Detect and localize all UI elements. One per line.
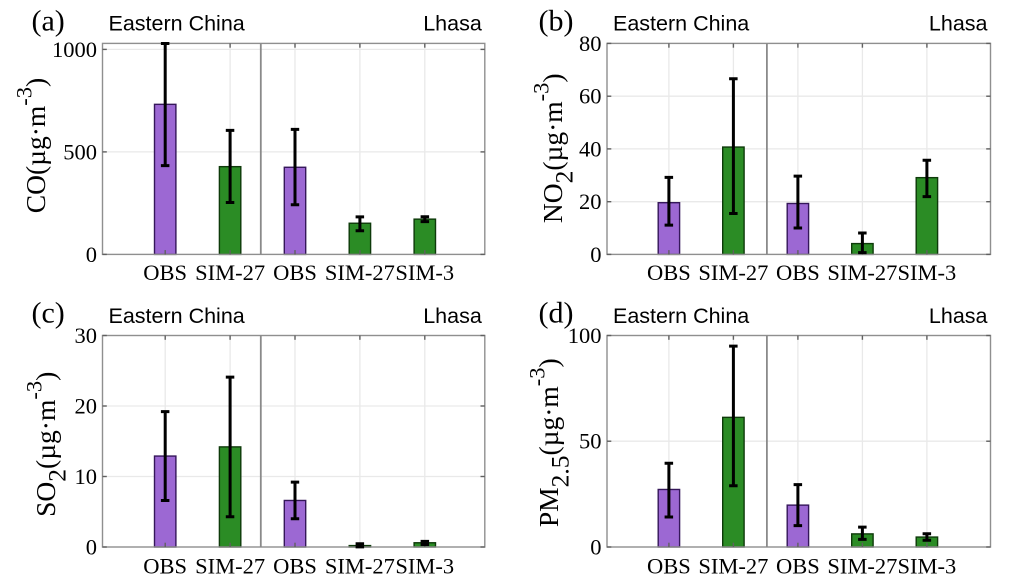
svg-text:30: 30 xyxy=(75,323,98,348)
svg-text:PM2.5​(µg·m-3​): PM2.5​(µg·m-3​) xyxy=(525,358,575,527)
svg-text:CO(µg·m-3​): CO(µg·m-3​) xyxy=(11,78,51,213)
svg-text:SIM-27: SIM-27 xyxy=(195,260,265,285)
svg-text:20: 20 xyxy=(579,189,602,214)
svg-text:50: 50 xyxy=(579,429,602,454)
svg-text:(c): (c) xyxy=(32,297,65,330)
svg-text:OBS: OBS xyxy=(143,260,187,285)
svg-text:OBS: OBS xyxy=(647,260,691,285)
svg-text:40: 40 xyxy=(579,136,602,161)
svg-text:SIM-3: SIM-3 xyxy=(898,260,957,285)
svg-text:Eastern China: Eastern China xyxy=(109,304,245,328)
svg-text:(a): (a) xyxy=(32,5,65,38)
svg-text:OBS: OBS xyxy=(647,554,691,579)
svg-text:Lhasa: Lhasa xyxy=(929,11,988,35)
svg-text:0: 0 xyxy=(86,242,97,267)
svg-text:SIM-3: SIM-3 xyxy=(898,554,957,579)
svg-text:OBS: OBS xyxy=(776,260,820,285)
svg-text:Eastern China: Eastern China xyxy=(613,304,749,328)
svg-text:OBS: OBS xyxy=(273,554,317,579)
svg-text:SIM-27: SIM-27 xyxy=(325,554,395,579)
svg-text:Eastern China: Eastern China xyxy=(109,11,245,35)
svg-text:(b): (b) xyxy=(539,5,574,38)
svg-text:SIM-27: SIM-27 xyxy=(827,260,897,285)
svg-text:SIM-3: SIM-3 xyxy=(395,260,454,285)
svg-text:Lhasa: Lhasa xyxy=(929,304,988,328)
svg-text:100: 100 xyxy=(568,323,602,348)
svg-text:80: 80 xyxy=(579,31,602,56)
svg-text:SIM-27: SIM-27 xyxy=(827,554,897,579)
svg-text:0: 0 xyxy=(590,534,601,559)
svg-text:(d): (d) xyxy=(539,297,574,330)
svg-text:SIM-3: SIM-3 xyxy=(395,554,454,579)
svg-text:NO2​(µg·m-3​): NO2​(µg·m-3​) xyxy=(528,73,578,223)
svg-text:Lhasa: Lhasa xyxy=(423,11,482,35)
svg-text:60: 60 xyxy=(579,84,602,109)
svg-text:OBS: OBS xyxy=(143,554,187,579)
svg-text:SIM-27: SIM-27 xyxy=(325,260,395,285)
svg-text:1000: 1000 xyxy=(52,37,97,62)
svg-text:Eastern China: Eastern China xyxy=(613,11,749,35)
svg-text:SIM-27: SIM-27 xyxy=(698,260,768,285)
svg-text:OBS: OBS xyxy=(273,260,317,285)
svg-text:0: 0 xyxy=(86,534,97,559)
svg-text:SO2​(µg·m-3​): SO2​(µg·m-3​) xyxy=(22,372,72,517)
svg-text:10: 10 xyxy=(75,464,98,489)
svg-text:Lhasa: Lhasa xyxy=(423,304,482,328)
svg-text:500: 500 xyxy=(63,139,97,164)
svg-text:SIM-27: SIM-27 xyxy=(698,554,768,579)
svg-text:0: 0 xyxy=(590,242,601,267)
svg-text:SIM-27: SIM-27 xyxy=(195,554,265,579)
svg-text:OBS: OBS xyxy=(776,554,820,579)
svg-text:20: 20 xyxy=(75,393,98,418)
